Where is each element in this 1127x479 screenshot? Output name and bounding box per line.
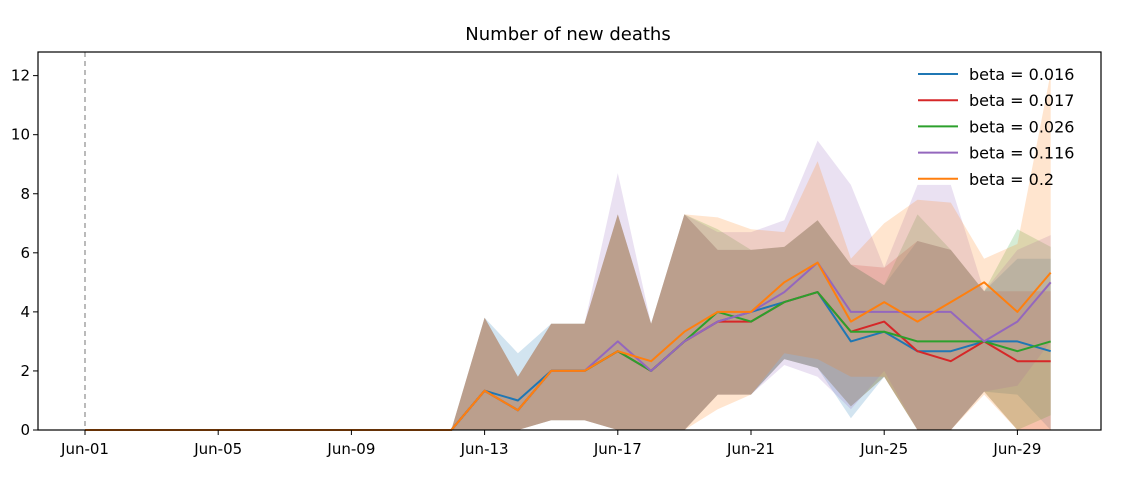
x-tick-label-1: Jun-05 [193,440,242,458]
y-tick-label-5: 10 [11,126,30,144]
y-tick-label-6: 12 [11,67,30,85]
x-tick-label-4: Jun-17 [593,440,642,458]
x-tick-label-5: Jun-21 [726,440,775,458]
x-tick-label-7: Jun-29 [992,440,1041,458]
y-tick-label-0: 0 [20,421,30,439]
band-4 [85,72,1051,430]
x-axis: Jun-01 Jun-05 Jun-09 Jun-13 Jun-17 Jun-21 Jun-… [60,430,1041,458]
legend-label-4: beta = 0.2 [969,170,1054,189]
x-tick-label-3: Jun-13 [460,440,509,458]
y-tick-label-1: 2 [20,362,30,380]
y-axis: 0 2 4 6 8 10 12 [11,67,38,439]
uncertainty-bands [85,72,1051,430]
legend-label-3: beta = 0.116 [969,144,1074,163]
y-tick-label-4: 8 [20,185,30,203]
legend-label-1: beta = 0.017 [969,91,1074,110]
x-tick-label-6: Jun-25 [859,440,908,458]
legend-label-2: beta = 0.026 [969,117,1074,136]
chart-title: Number of new deaths [465,24,670,45]
legend: beta = 0.016 beta = 0.017 beta = 0.026 beta… [918,65,1074,189]
y-tick-label-3: 6 [20,244,30,262]
plot-frame [37,51,1102,431]
x-tick-label-2: Jun-09 [326,440,375,458]
legend-label-0: beta = 0.016 [969,65,1074,84]
x-tick-label-0: Jun-01 [60,440,109,458]
band-3 [85,140,1051,430]
y-tick-label-2: 4 [20,303,30,321]
